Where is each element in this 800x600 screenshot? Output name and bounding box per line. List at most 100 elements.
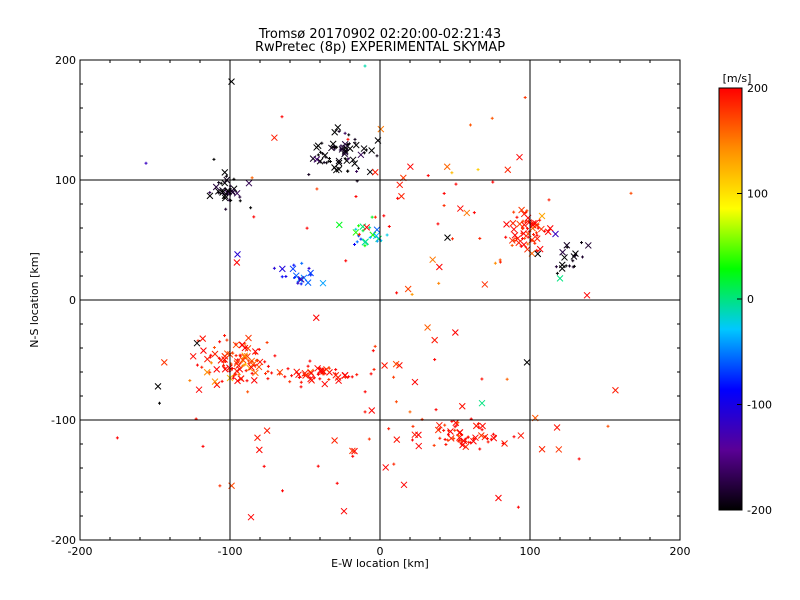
data-point-plus-marker	[266, 369, 270, 373]
data-point-x-marker	[415, 431, 422, 439]
marker-stroke	[536, 245, 544, 253]
marker-stroke	[509, 219, 517, 227]
data-point-plus-marker	[368, 235, 372, 239]
data-point-plus-marker	[288, 380, 292, 384]
data-point-x-marker	[340, 507, 348, 515]
marker-stroke	[349, 447, 356, 455]
data-point-x-marker	[154, 383, 162, 390]
data-point-plus-marker	[353, 141, 357, 145]
data-point-plus-marker	[498, 258, 502, 262]
marker-stroke	[334, 124, 342, 131]
data-point-plus-marker	[309, 273, 313, 277]
data-point-plus-marker	[355, 373, 359, 377]
data-point-plus-marker	[115, 436, 119, 440]
data-point-plus-marker	[300, 261, 304, 265]
data-point-x-marker	[392, 360, 400, 368]
marker-stroke	[393, 436, 401, 444]
data-point-x-marker	[349, 447, 356, 455]
data-point-x-marker	[520, 230, 528, 237]
data-point-x-marker	[211, 350, 219, 358]
marker-stroke	[233, 367, 241, 375]
data-point-x-marker	[331, 128, 339, 136]
data-point-plus-marker	[375, 239, 379, 243]
data-point-x-marker	[559, 248, 566, 256]
data-point-plus-marker	[286, 367, 290, 371]
data-point-plus-marker	[394, 400, 398, 404]
data-point-plus-marker	[250, 176, 254, 180]
data-point-x-marker	[234, 251, 241, 258]
marker-stroke	[341, 140, 349, 148]
data-point-plus-marker	[357, 224, 361, 228]
data-point-x-marker	[247, 513, 255, 521]
data-point-plus-marker	[307, 173, 311, 177]
marker-stroke	[359, 223, 367, 231]
marker-stroke	[561, 254, 568, 261]
marker-stroke	[235, 362, 242, 369]
data-point-plus-marker	[395, 291, 399, 295]
data-point-plus-marker	[284, 274, 288, 278]
data-point-x-marker	[271, 134, 278, 142]
data-point-plus-marker	[501, 441, 505, 445]
marker-stroke	[534, 250, 542, 258]
data-point-x-marker	[245, 179, 253, 187]
marker-stroke	[304, 279, 312, 286]
data-point-x-marker	[235, 362, 242, 369]
data-point-plus-marker	[368, 226, 372, 230]
marker-stroke	[372, 232, 380, 240]
marker-stroke	[233, 358, 241, 365]
data-point-plus-marker	[453, 428, 457, 432]
marker-stroke	[289, 265, 297, 273]
data-point-x-marker	[458, 402, 466, 410]
marker-stroke	[503, 221, 510, 228]
marker-stroke	[360, 145, 368, 152]
marker-stroke	[400, 481, 408, 489]
marker-stroke	[530, 219, 537, 227]
data-point-plus-marker	[319, 150, 323, 154]
data-point-plus-marker	[308, 359, 312, 363]
marker-stroke	[351, 447, 358, 455]
marker-stroke	[451, 329, 459, 336]
data-point-x-marker	[241, 352, 249, 360]
data-point-plus-marker	[316, 153, 320, 157]
data-point-plus-marker	[520, 237, 524, 241]
data-point-x-marker	[558, 261, 566, 269]
data-point-x-marker	[411, 378, 419, 386]
data-point-plus-marker	[244, 346, 248, 350]
marker-stroke	[382, 464, 390, 471]
data-point-plus-marker	[238, 353, 242, 357]
marker-stroke	[556, 275, 564, 282]
data-point-plus-marker	[363, 64, 367, 68]
data-point-x-marker	[546, 225, 554, 232]
marker-stroke	[583, 291, 591, 299]
data-point-plus-marker	[231, 376, 235, 380]
data-point-x-marker	[381, 362, 388, 369]
data-point-plus-marker	[201, 444, 205, 448]
data-point-plus-marker	[316, 372, 320, 376]
data-point-plus-marker	[354, 227, 358, 231]
marker-stroke	[470, 437, 477, 445]
data-point-x-marker	[504, 166, 512, 174]
marker-stroke	[516, 153, 523, 161]
data-point-plus-marker	[280, 275, 284, 279]
data-point-plus-marker	[273, 354, 277, 358]
grid-lines	[80, 60, 680, 540]
data-point-plus-marker	[262, 464, 266, 468]
marker-stroke	[456, 205, 464, 212]
data-point-plus-marker	[452, 437, 456, 441]
data-point-plus-marker	[344, 259, 348, 263]
data-point-x-marker	[563, 241, 571, 249]
data-point-x-marker	[200, 347, 207, 355]
data-point-plus-marker	[521, 226, 525, 230]
x-tick-label: -100	[218, 545, 243, 558]
marker-stroke	[276, 368, 284, 376]
data-point-plus-marker	[510, 243, 514, 247]
data-point-x-marker	[612, 386, 619, 394]
axis-ticks: -200 -100 0 100 200 -200 -100 0 100 200	[51, 54, 690, 558]
data-point-plus-marker	[305, 226, 309, 230]
data-point-plus-marker	[316, 464, 320, 468]
data-point-x-marker	[424, 324, 431, 331]
data-point-x-marker	[323, 366, 330, 373]
marker-stroke	[544, 228, 552, 236]
data-point-x-marker	[239, 356, 247, 364]
marker-stroke	[479, 422, 486, 430]
